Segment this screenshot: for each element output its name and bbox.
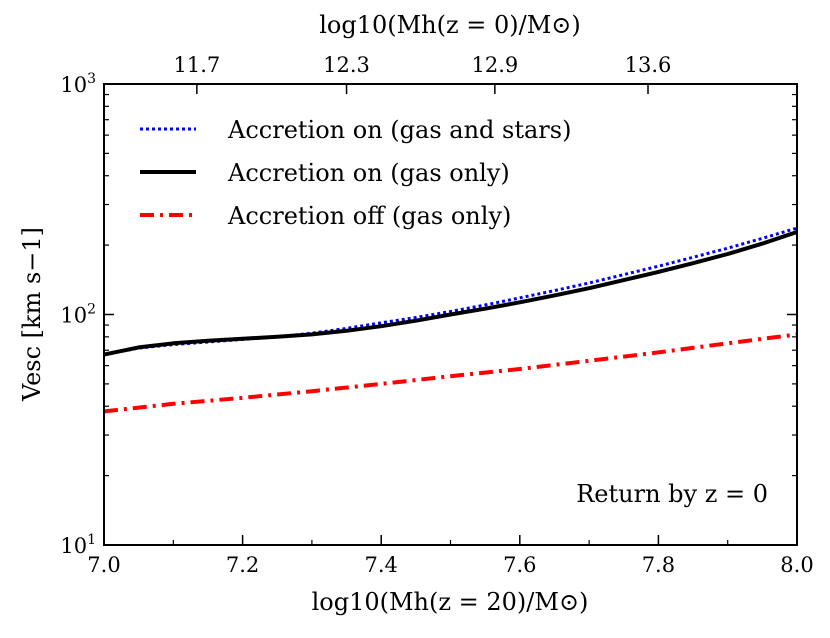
x-tick-label: 8.0 [780,553,813,577]
x-tick-label: 7.6 [503,553,536,577]
top-tick-label: 13.6 [625,53,672,77]
x-tick-label: 7.2 [226,553,259,577]
top-axis-label: log10(Mh(z = 0)/M⊙) [319,11,581,39]
legend: Accretion on (gas and stars) Accretion o… [140,116,571,230]
top-tick-label: 11.7 [173,53,220,77]
series-line-2 [103,332,798,414]
series-line-0 [103,226,798,357]
top-tick-label: 12.9 [471,53,518,77]
legend-label-accretion-off: Accretion off (gas only) [227,202,511,230]
legend-label-gas-only: Accretion on (gas only) [227,159,510,187]
annotation-return-by: Return by z = 0 [576,480,768,508]
x-tick-label: 7.4 [364,553,397,577]
x-tick-label: 7.8 [642,553,675,577]
y-axis-label: Vesc [km s−1] [18,227,46,402]
plot-lines [103,226,798,414]
ticks [103,83,798,546]
top-tick-label: 12.3 [323,53,370,77]
x-tick-label: 7.0 [87,553,120,577]
y-tick-label: 102 [60,302,96,328]
x-axis-label: log10(Mh(z = 20)/M⊙) [312,588,589,616]
tick-labels: 7.0 7.2 7.4 7.6 7.8 8.0 11.7 12.3 12.9 13.6 101 102… [60,53,813,577]
series-line-1 [103,230,798,357]
y-tick-label: 101 [60,532,96,558]
legend-label-gas-and-stars: Accretion on (gas and stars) [227,116,571,144]
y-tick-label: 103 [60,71,96,97]
